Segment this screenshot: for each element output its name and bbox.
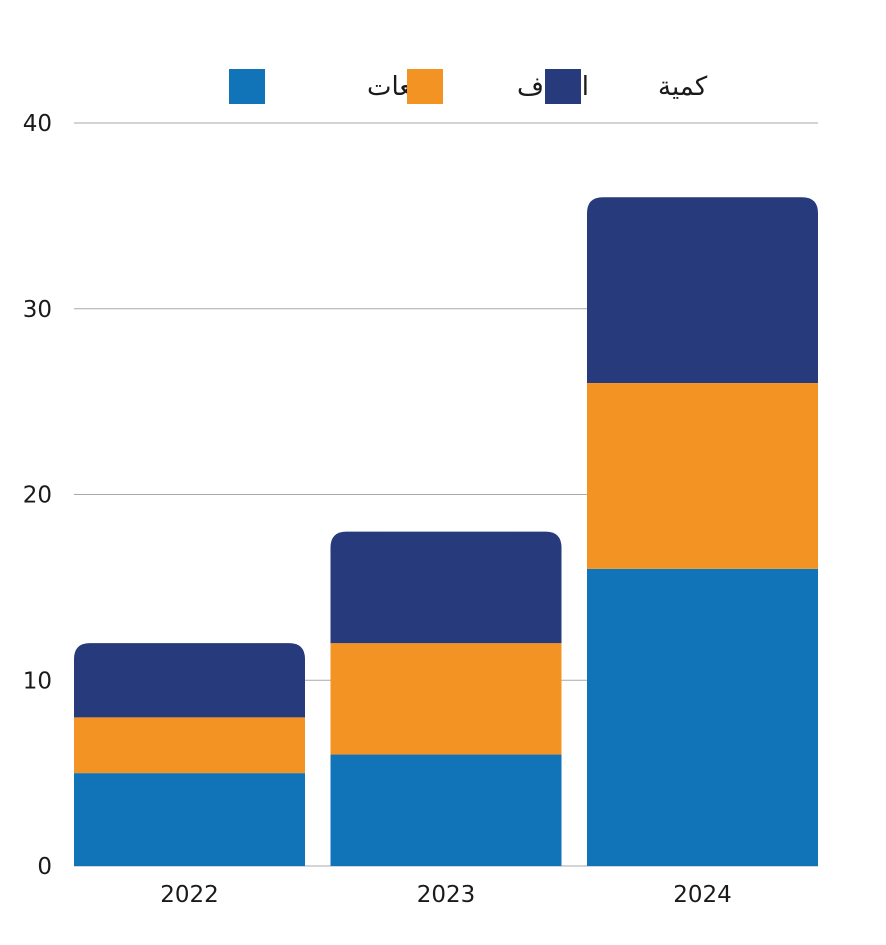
y-axis: 0 10 20 30 40 (23, 111, 52, 880)
legend-item: كمية (545, 69, 708, 104)
y-tick-label: 0 (37, 854, 52, 880)
legend-swatch (229, 69, 265, 104)
bar-segment (587, 568, 818, 866)
legend-swatch (407, 69, 443, 104)
y-tick-label: 20 (23, 483, 52, 509)
x-tick-label: 2022 (160, 882, 219, 908)
legend-label: كمية (658, 72, 708, 102)
bars (74, 197, 818, 866)
bar-group-2023 (330, 531, 562, 866)
bar-segment (330, 754, 562, 866)
bar-segment (587, 197, 818, 384)
legend-swatch (545, 69, 581, 104)
x-axis: 2022 2023 2024 (160, 882, 732, 908)
y-tick-label: 30 (23, 297, 52, 323)
bar-segment (74, 643, 305, 718)
bar-group-2022 (74, 643, 305, 866)
bar-group-2024 (587, 197, 818, 866)
bar-segment (330, 531, 562, 644)
legend: مبيعاتاصنافكمية (229, 69, 708, 104)
x-tick-label: 2023 (417, 882, 476, 908)
y-tick-label: 10 (23, 668, 52, 694)
bar-segment (74, 773, 305, 866)
bar-segment (74, 717, 305, 774)
x-tick-label: 2024 (673, 882, 732, 908)
bar-segment (330, 643, 562, 755)
bar-segment (587, 383, 818, 569)
y-tick-label: 40 (23, 111, 52, 137)
